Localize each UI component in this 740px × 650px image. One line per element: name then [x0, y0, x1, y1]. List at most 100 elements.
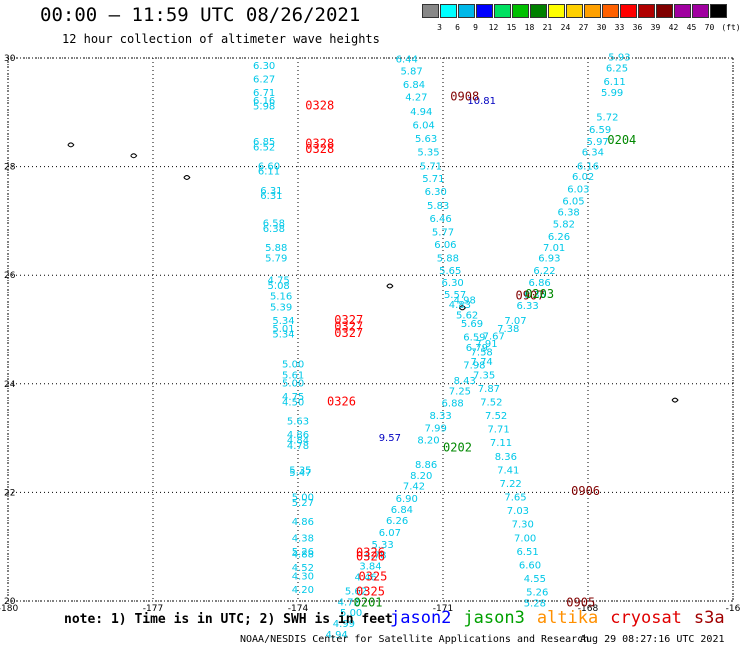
wave-height-value: 6.59 [463, 332, 485, 343]
wave-height-value: 6.84 [391, 505, 413, 516]
scale-swatch [692, 4, 709, 18]
wave-height-value: 6.25 [606, 64, 628, 75]
wave-height-value: 5.34 [272, 316, 294, 327]
pass-time-label: 0327 [334, 326, 363, 340]
scale-swatch [476, 4, 493, 18]
scale-label: 24 [560, 23, 571, 32]
wave-height-value: 6.02 [572, 172, 594, 183]
island-outline [458, 305, 466, 311]
wave-height-value: 5.82 [553, 219, 575, 230]
wave-height-value: 6.60 [519, 560, 541, 571]
wave-height-value: 5.01 [272, 324, 294, 335]
pass-time-label: 0204 [607, 133, 636, 147]
wave-height-value: 5.98 [253, 102, 275, 113]
scale-swatch [602, 4, 619, 18]
wave-height-value: 4.94 [410, 107, 432, 118]
lat-tick-label: 30 [4, 54, 16, 64]
wave-height-value: 5.26 [526, 588, 548, 599]
mission-legend: jason2 jason3 altika cryosat s3a [390, 608, 737, 628]
wave-height-value: 8.86 [415, 460, 437, 471]
scale-label: 15 [506, 23, 517, 32]
wave-height-value: 7.41 [497, 465, 519, 476]
wave-height-value: 4.78 [364, 551, 386, 562]
wave-height-value: 9.57 [379, 433, 401, 444]
wave-height-value: 7.11 [490, 438, 512, 449]
wave-height-value: 4.50 [282, 398, 304, 409]
wave-height-value: 5.00 [282, 379, 304, 390]
wave-height-value: 6.86 [529, 278, 551, 289]
wave-height-value: 6.22 [533, 266, 555, 277]
wave-height-value: 5.57 [444, 290, 466, 301]
wave-height-value: 4.84 [287, 436, 309, 447]
wave-height-value: 8.36 [495, 452, 517, 463]
wave-height-value: 5.83 [427, 201, 449, 212]
wave-height-value: 6.26 [548, 232, 570, 243]
wave-height-value: 7.74 [471, 357, 493, 368]
wave-height-value: 5.72 [596, 112, 618, 123]
wave-height-value: 4.86 [292, 517, 314, 528]
wave-height-value: 6.85 [253, 137, 275, 148]
wave-height-value: 6.38 [558, 207, 580, 218]
wave-height-value: 6.26 [386, 516, 408, 527]
wave-height-value: 6.51 [516, 547, 538, 558]
wave-height-value: 5.69 [461, 319, 483, 330]
scale-label: 9 [473, 23, 478, 32]
wave-height-value: 5.79 [265, 254, 287, 265]
wave-height-value: 5.77 [432, 228, 454, 239]
island-outline [130, 153, 138, 159]
wave-height-value: 7.25 [449, 387, 471, 398]
wave-height-value: 7.91 [475, 339, 497, 350]
wave-height-value: 6.60 [258, 161, 280, 172]
wave-height-value: 3.84 [359, 562, 381, 573]
bottom-note: note: 1) Time is in UTC; 2) SWH is in fe… [64, 612, 393, 627]
wave-height-value: 5.26 [292, 547, 314, 558]
wave-height-value: 6.79 [466, 343, 488, 354]
island-outline [386, 283, 394, 289]
scale-swatch [530, 4, 547, 18]
wave-height-value: 5.33 [371, 540, 393, 551]
lat-tick-label: 20 [4, 597, 16, 607]
wave-height-value: 5.93 [608, 53, 630, 64]
wave-height-value: 7.07 [504, 316, 526, 327]
wave-height-value: 6.46 [429, 214, 451, 225]
scale-swatch [422, 4, 439, 18]
wave-height-value: 5.16 [270, 292, 292, 303]
pass-time-label: 0328 [305, 142, 334, 156]
scale-label: 18 [524, 23, 535, 32]
pass-time-label: 0326 [356, 549, 385, 563]
pass-time-label: 0328 [305, 99, 334, 113]
wave-height-value: 6.11 [258, 167, 280, 178]
wave-height-value: 6.35 [524, 290, 546, 301]
scale-label: 3 [437, 23, 442, 32]
wave-height-value: 4.52 [292, 563, 314, 574]
wave-height-value: 5.08 [268, 281, 290, 292]
wave-height-value: 6.33 [516, 301, 538, 312]
wave-height-value: 7.98 [463, 361, 485, 372]
wave-height-value: 5.62 [345, 586, 367, 597]
wave-height-value: 8.20 [410, 471, 432, 482]
lat-tick-label: 24 [4, 380, 16, 390]
wave-height-value: 4.88 [292, 550, 314, 561]
wave-height-value: 7.52 [485, 411, 507, 422]
wave-height-value: 4.75 [282, 392, 304, 403]
wave-height-value: 8.20 [417, 436, 439, 447]
lat-tick-label: 28 [4, 163, 16, 173]
scale-swatch [584, 4, 601, 18]
lon-tick-label: -177 [143, 604, 163, 614]
scale-label: 27 [578, 23, 589, 32]
wave-height-value: 4.46 [355, 572, 377, 583]
wave-height-value: 8.43 [454, 376, 476, 387]
wave-height-value: 4.27 [405, 92, 427, 103]
scale-label: 36 [632, 23, 643, 32]
lat-tick-label: 26 [4, 271, 16, 281]
wave-height-value: 5.63 [287, 417, 309, 428]
mission-s3a: s3a [693, 608, 725, 628]
pass-time-label: 0328 [305, 137, 334, 151]
wave-height-value: 7.01 [543, 243, 565, 254]
scale-unit: (ft) [721, 23, 740, 32]
wave-height-value: 5.35 [417, 148, 439, 159]
scale-swatch [494, 4, 511, 18]
scale-label: 45 [686, 23, 697, 32]
mission-cryosat: cryosat [610, 608, 682, 628]
